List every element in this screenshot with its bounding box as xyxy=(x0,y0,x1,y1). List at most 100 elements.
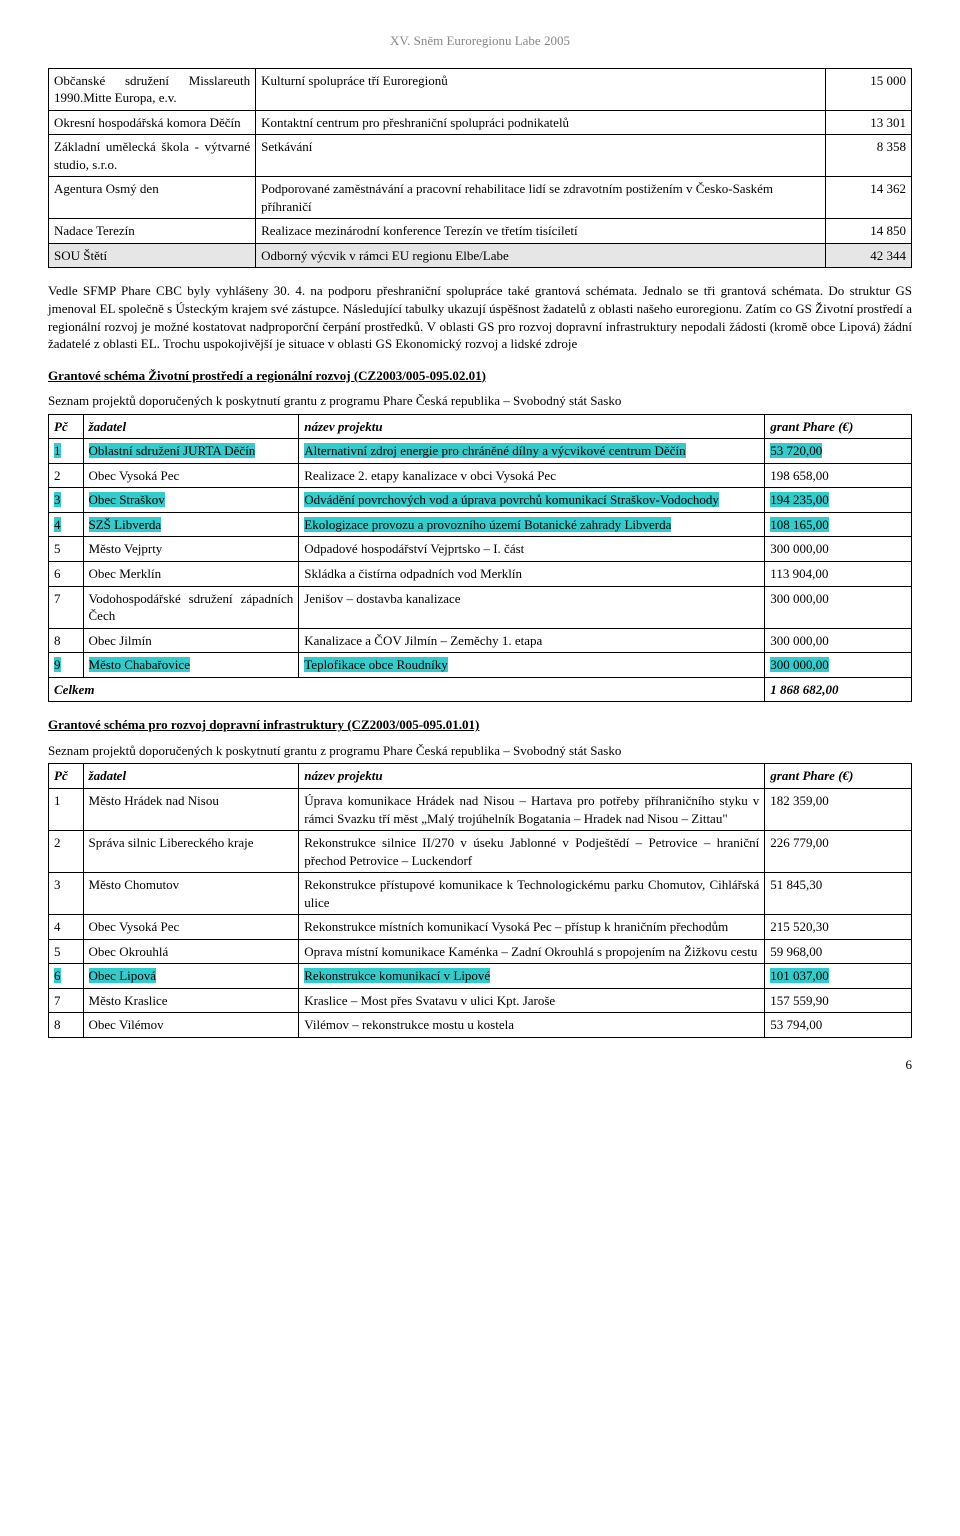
org-cell: SOU Štětí xyxy=(49,243,256,268)
cell-grant: 300 000,00 xyxy=(765,537,912,562)
amount-cell: 42 344 xyxy=(825,243,911,268)
cell-grant: 194 235,00 xyxy=(765,488,912,513)
org-cell: Základní umělecká škola - výtvarné studi… xyxy=(49,135,256,177)
page-number: 6 xyxy=(48,1056,912,1074)
table-row: 7Město KrasliceKraslice – Most přes Svat… xyxy=(49,988,912,1013)
cell-project: Kraslice – Most přes Svatavu v ulici Kpt… xyxy=(299,988,765,1013)
cell-pc: 5 xyxy=(49,537,84,562)
cell-project: Jenišov – dostavba kanalizace xyxy=(299,586,765,628)
cell-applicant: Obec Jilmín xyxy=(83,628,299,653)
body-paragraph: Vedle SFMP Phare CBC byly vyhlášeny 30. … xyxy=(48,282,912,352)
table-row: 2Správa silnic Libereckého krajeRekonstr… xyxy=(49,831,912,873)
cell-grant: 53 794,00 xyxy=(765,1013,912,1038)
cell-pc: 8 xyxy=(49,628,84,653)
cell-applicant: Obec Vysoká Pec xyxy=(83,463,299,488)
desc-cell: Setkávání xyxy=(256,135,826,177)
col-project: název projektu xyxy=(299,414,765,439)
desc-cell: Odborný výcvik v rámci EU regionu Elbe/L… xyxy=(256,243,826,268)
cell-grant: 53 720,00 xyxy=(765,439,912,464)
table-row: 1Město Hrádek nad NisouÚprava komunikace… xyxy=(49,788,912,830)
table-row: 3Město ChomutovRekonstrukce přístupové k… xyxy=(49,873,912,915)
cell-grant: 198 658,00 xyxy=(765,463,912,488)
page-header: XV. Sněm Euroregionu Labe 2005 xyxy=(48,32,912,50)
cell-applicant: SZŠ Libverda xyxy=(83,512,299,537)
table-header-row: Pčžadatelnázev projektugrant Phare (€) xyxy=(49,414,912,439)
cell-grant: 51 845,30 xyxy=(765,873,912,915)
table-row: 6Obec MerklínSkládka a čistírna odpadníc… xyxy=(49,562,912,587)
cell-grant: 157 559,90 xyxy=(765,988,912,1013)
table-row: Občanské sdružení Misslareuth 1990.Mitte… xyxy=(49,68,912,110)
col-applicant: žadatel xyxy=(83,764,299,789)
table-row: 6Obec LipováRekonstrukce komunikací v Li… xyxy=(49,964,912,989)
total-value: 1 868 682,00 xyxy=(765,677,912,702)
cell-grant: 300 000,00 xyxy=(765,628,912,653)
cell-pc: 1 xyxy=(49,788,84,830)
cell-project: Oprava místní komunikace Kaménka – Zadní… xyxy=(299,939,765,964)
cell-grant: 300 000,00 xyxy=(765,586,912,628)
col-pc: Pč xyxy=(49,764,84,789)
amount-cell: 13 301 xyxy=(825,110,911,135)
scheme2-caption: Seznam projektů doporučených k poskytnut… xyxy=(48,742,912,760)
cell-project: Alternativní zdroj energie pro chráněné … xyxy=(299,439,765,464)
scheme1-heading: Grantové schéma Životní prostředí a regi… xyxy=(48,367,912,385)
cell-pc: 2 xyxy=(49,831,84,873)
cell-grant: 113 904,00 xyxy=(765,562,912,587)
cell-applicant: Město Vejprty xyxy=(83,537,299,562)
table-row: 3Obec StraškovOdvádění povrchových vod a… xyxy=(49,488,912,513)
cell-pc: 2 xyxy=(49,463,84,488)
table-row: Okresní hospodářská komora DěčínKontaktn… xyxy=(49,110,912,135)
cell-pc: 4 xyxy=(49,915,84,940)
cell-project: Rekonstrukce silnice II/270 v úseku Jabl… xyxy=(299,831,765,873)
cell-applicant: Obec Lipová xyxy=(83,964,299,989)
col-project: název projektu xyxy=(299,764,765,789)
cell-applicant: Město Chabařovice xyxy=(83,653,299,678)
table-header-row: Pčžadatelnázev projektugrant Phare (€) xyxy=(49,764,912,789)
cell-project: Odvádění povrchových vod a úprava povrch… xyxy=(299,488,765,513)
scheme2-heading: Grantové schéma pro rozvoj dopravní infr… xyxy=(48,716,912,734)
cell-grant: 59 968,00 xyxy=(765,939,912,964)
cell-project: Rekonstrukce komunikací v Lipové xyxy=(299,964,765,989)
amount-cell: 14 850 xyxy=(825,219,911,244)
cell-pc: 7 xyxy=(49,586,84,628)
table-row: SOU ŠtětíOdborný výcvik v rámci EU regio… xyxy=(49,243,912,268)
col-grant: grant Phare (€) xyxy=(765,414,912,439)
cell-pc: 9 xyxy=(49,653,84,678)
cell-project: Teplofikace obce Roudníky xyxy=(299,653,765,678)
cell-project: Rekonstrukce přístupové komunikace k Tec… xyxy=(299,873,765,915)
table-row: 5Obec OkrouhláOprava místní komunikace K… xyxy=(49,939,912,964)
table-row: Nadace TerezínRealizace mezinárodní konf… xyxy=(49,219,912,244)
desc-cell: Kulturní spolupráce tří Euroregionů xyxy=(256,68,826,110)
table-row: 7Vodohospodářské sdružení západních Čech… xyxy=(49,586,912,628)
cell-project: Úprava komunikace Hrádek nad Nisou – Har… xyxy=(299,788,765,830)
table-total-row: Celkem1 868 682,00 xyxy=(49,677,912,702)
cell-pc: 6 xyxy=(49,562,84,587)
org-cell: Občanské sdružení Misslareuth 1990.Mitte… xyxy=(49,68,256,110)
cell-applicant: Město Hrádek nad Nisou xyxy=(83,788,299,830)
cell-project: Rekonstrukce místních komunikací Vysoká … xyxy=(299,915,765,940)
cell-project: Realizace 2. etapy kanalizace v obci Vys… xyxy=(299,463,765,488)
table-row: 9Město ChabařoviceTeplofikace obce Roudn… xyxy=(49,653,912,678)
cell-applicant: Obec Vilémov xyxy=(83,1013,299,1038)
table-row: 5Město VejprtyOdpadové hospodářství Vejp… xyxy=(49,537,912,562)
table-row: 4SZŠ LibverdaEkologizace provozu a provo… xyxy=(49,512,912,537)
cell-pc: 5 xyxy=(49,939,84,964)
cell-project: Odpadové hospodářství Vejprtsko – I. čás… xyxy=(299,537,765,562)
col-applicant: žadatel xyxy=(83,414,299,439)
cell-grant: 182 359,00 xyxy=(765,788,912,830)
cell-project: Vilémov – rekonstrukce mostu u kostela xyxy=(299,1013,765,1038)
org-cell: Nadace Terezín xyxy=(49,219,256,244)
table-row: 8Obec JilmínKanalizace a ČOV Jilmín – Ze… xyxy=(49,628,912,653)
funding-table-top: Občanské sdružení Misslareuth 1990.Mitte… xyxy=(48,68,912,269)
cell-grant: 101 037,00 xyxy=(765,964,912,989)
table-row: Agentura Osmý denPodporované zaměstnáván… xyxy=(49,177,912,219)
cell-applicant: Obec Vysoká Pec xyxy=(83,915,299,940)
scheme2-table: Pčžadatelnázev projektugrant Phare (€)1M… xyxy=(48,763,912,1038)
cell-applicant: Vodohospodářské sdružení západních Čech xyxy=(83,586,299,628)
cell-applicant: Obec Straškov xyxy=(83,488,299,513)
table-row: 1Oblastní sdružení JURTA DěčínAlternativ… xyxy=(49,439,912,464)
desc-cell: Realizace mezinárodní konference Terezín… xyxy=(256,219,826,244)
col-grant: grant Phare (€) xyxy=(765,764,912,789)
org-cell: Okresní hospodářská komora Děčín xyxy=(49,110,256,135)
col-pc: Pč xyxy=(49,414,84,439)
cell-pc: 1 xyxy=(49,439,84,464)
